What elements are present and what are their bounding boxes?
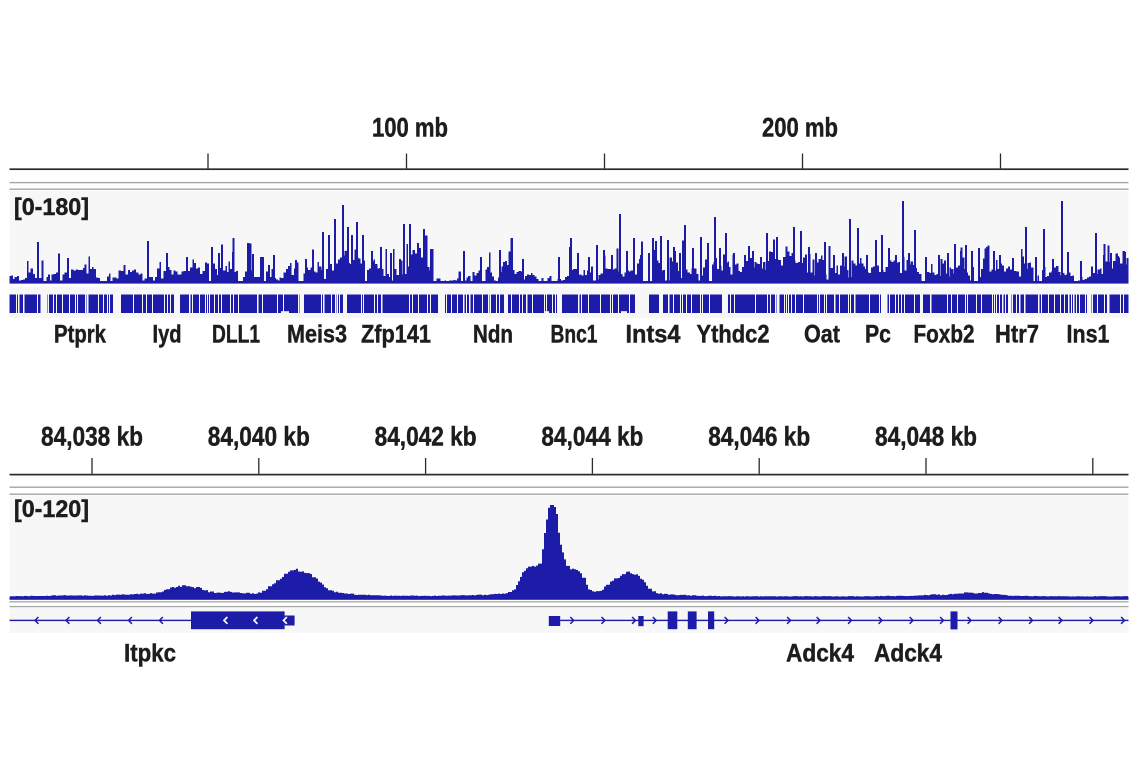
svg-text:84,048 kb: 84,048 kb	[875, 422, 977, 452]
svg-text:84,044 kb: 84,044 kb	[541, 422, 643, 452]
svg-text:Oat: Oat	[804, 321, 841, 349]
svg-text:Ndn: Ndn	[473, 321, 513, 349]
svg-text:[0-120]: [0-120]	[14, 496, 89, 523]
svg-text:200 mb: 200 mb	[762, 113, 838, 143]
svg-text:Iyd: Iyd	[153, 321, 182, 349]
svg-text:Adck4: Adck4	[874, 640, 942, 668]
svg-text:Ints4: Ints4	[626, 321, 681, 349]
svg-text:84,038 kb: 84,038 kb	[41, 422, 143, 452]
svg-text:Bnc1: Bnc1	[551, 321, 598, 349]
svg-text:Zfp141: Zfp141	[361, 321, 431, 349]
svg-text:84,040 kb: 84,040 kb	[208, 422, 310, 452]
svg-text:Meis3: Meis3	[287, 321, 347, 349]
svg-text:Ythdc2: Ythdc2	[697, 321, 770, 349]
svg-text:84,042 kb: 84,042 kb	[375, 422, 477, 452]
svg-text:Ins1: Ins1	[1067, 321, 1110, 349]
svg-text:84,046 kb: 84,046 kb	[708, 422, 810, 452]
svg-text:Ptprk: Ptprk	[54, 321, 106, 349]
svg-text:Adck4: Adck4	[786, 640, 854, 668]
svg-text:Foxb2: Foxb2	[914, 321, 975, 349]
svg-text:DLL1: DLL1	[212, 321, 260, 349]
svg-text:Itpkc: Itpkc	[124, 640, 176, 668]
svg-text:Htr7: Htr7	[995, 321, 1039, 349]
svg-text:100 mb: 100 mb	[372, 113, 448, 143]
svg-text:[0-180]: [0-180]	[14, 194, 89, 221]
svg-text:Pc: Pc	[865, 321, 891, 349]
